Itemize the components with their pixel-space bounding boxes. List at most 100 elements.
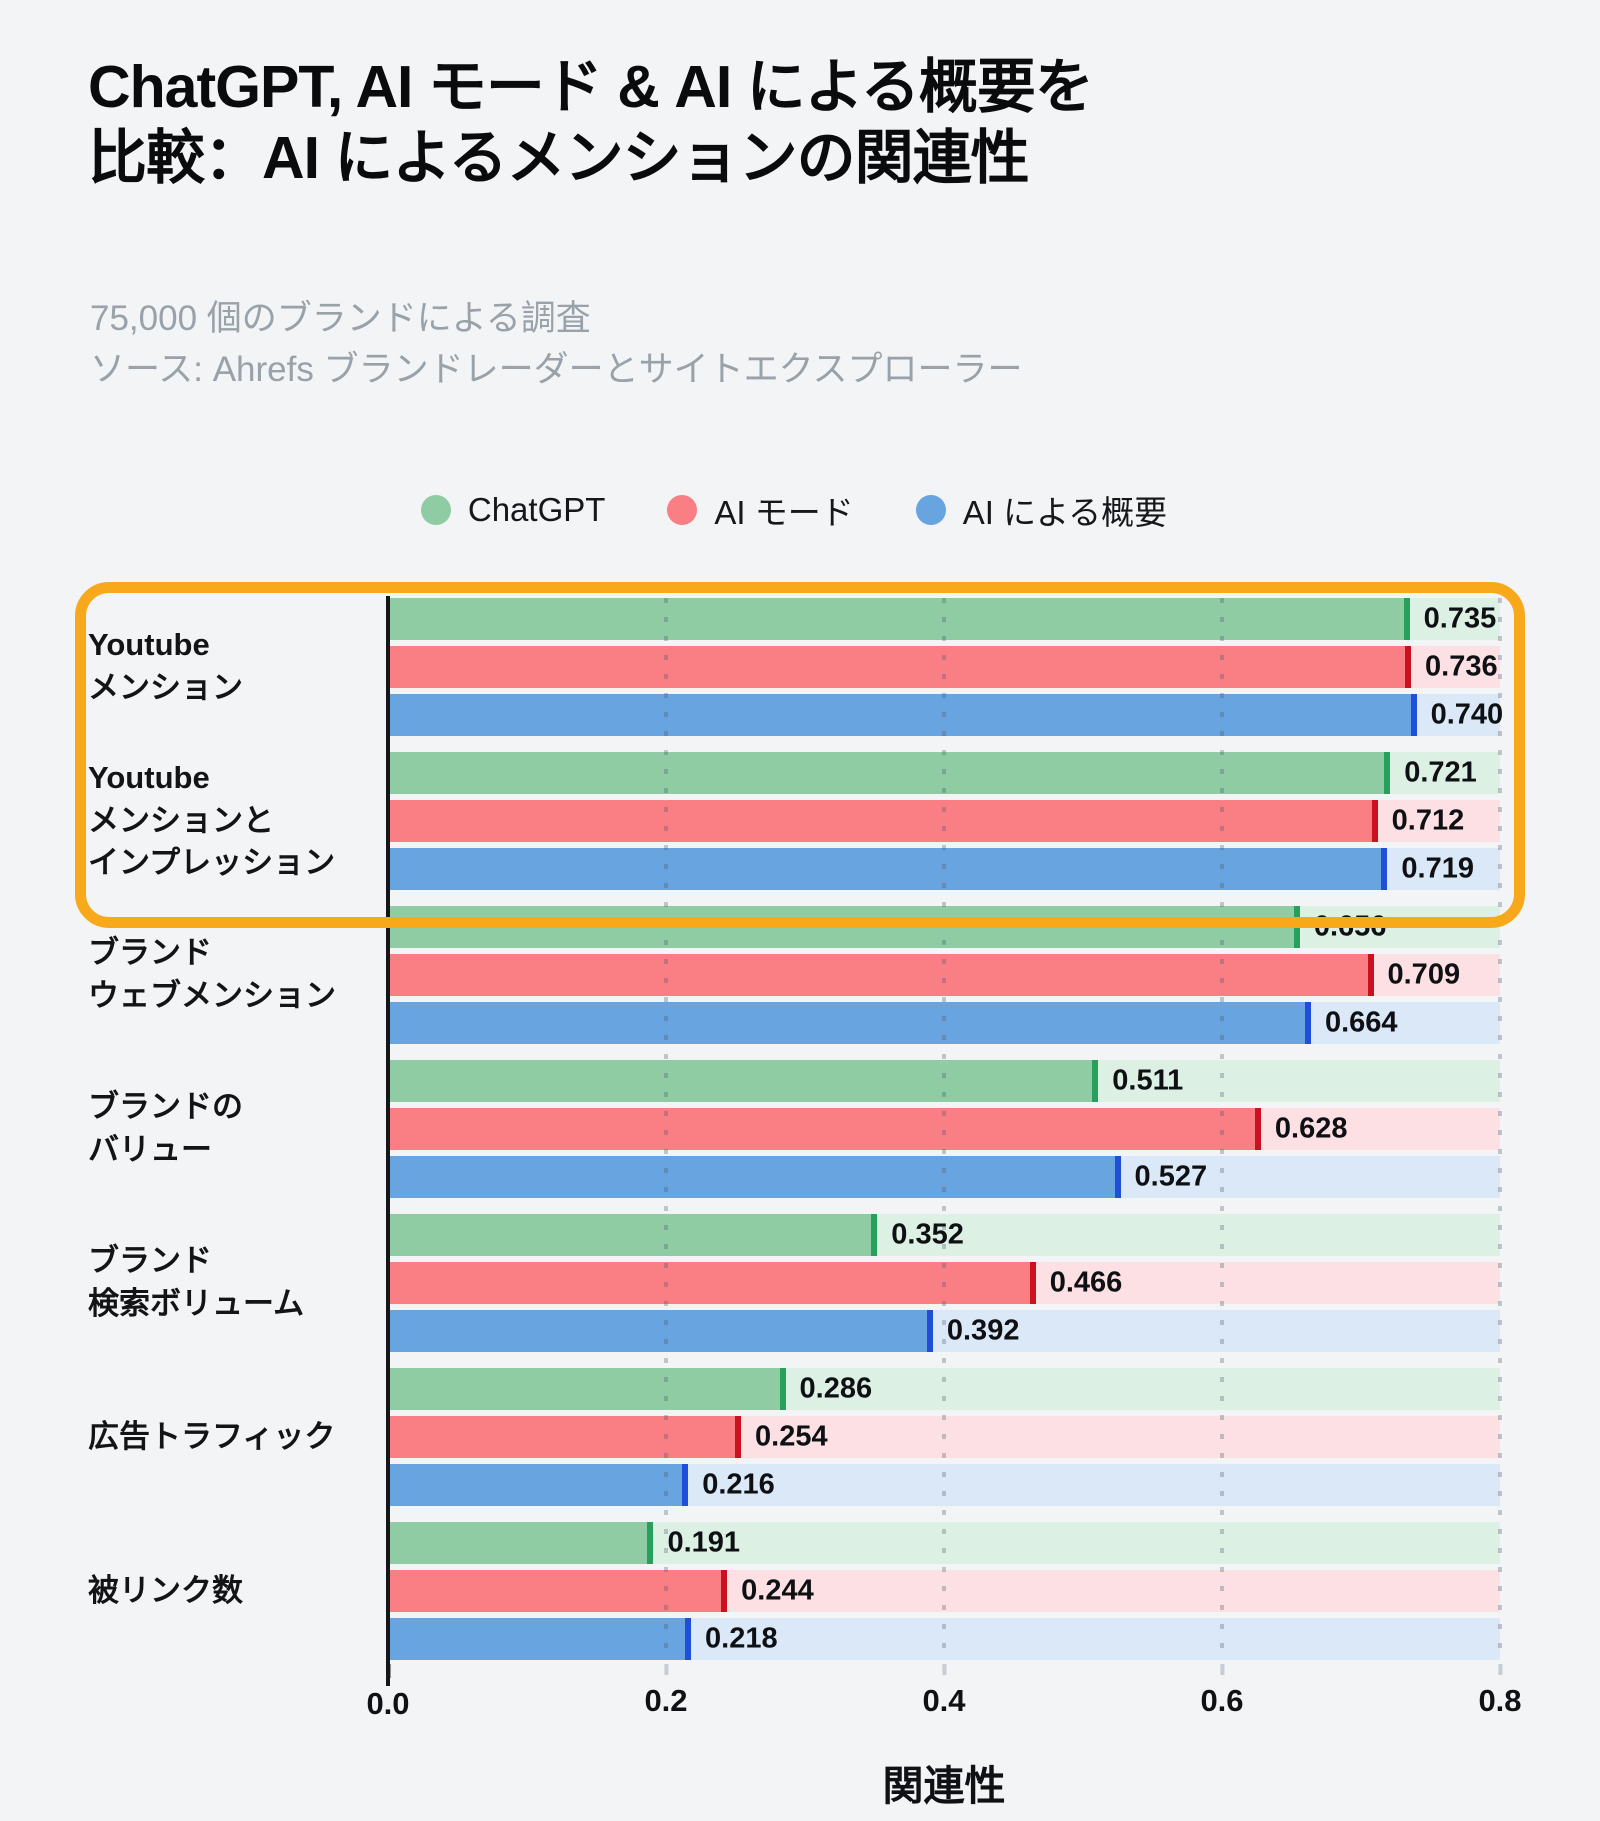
bar-endcap [871,1214,878,1256]
bar-value-label: 0.466 [1049,1266,1123,1299]
x-axis-label: 関連性 [882,1763,1006,1809]
bar-endcap [1304,1002,1311,1044]
bar-value-label: 0.735 [1423,602,1497,635]
x-tick: 0.4 [922,1664,966,1719]
bar-endcap [779,1368,786,1410]
bar-value-label: 0.712 [1391,804,1465,837]
category-label: ブランド 検索ボリューム [88,1243,305,1321]
bar-track: 0.218 [388,1618,1500,1660]
bar-endcap [1405,646,1412,688]
bar-track: 0.216 [388,1464,1500,1506]
bar-track: 0.709 [388,954,1500,996]
bar-fill [388,646,1412,688]
category-label: 広告トラフィック [88,1418,336,1454]
category-bars: 0.721 0.712 0.719 [388,752,1500,890]
y-axis-line [386,596,390,1686]
bar-endcap [1371,800,1378,842]
bar-endcap [682,1464,689,1506]
bar-groups: Youtube メンション 0.735 0.736 0.740 Youtube メンショ… [88,598,1503,1660]
x-tick: 0.8 [1478,1664,1522,1719]
legend-item: ChatGPT [420,491,606,529]
bar-value-label: 0.511 [1112,1064,1184,1097]
x-tick-label: 0.4 [922,1683,966,1718]
bar-value-label: 0.191 [667,1526,741,1559]
bar-fill [388,1262,1036,1304]
x-tick-label: 0.6 [1200,1683,1244,1718]
bar-endcap [735,1416,742,1458]
bar-value-label: 0.527 [1134,1160,1208,1193]
bar-track: 0.740 [388,694,1503,736]
legend-item: AI による概要 [915,486,1168,534]
plot-area: Youtube メンション 0.735 0.736 0.740 Youtube メンショ… [75,582,1525,1809]
bar-fill [388,954,1374,996]
category-group: Youtube メンションと インプレッション 0.721 0.712 0.719 [88,752,1500,890]
legend-dot-icon [420,495,451,525]
bar-endcap [647,1522,654,1564]
bar-value-label: 0.286 [799,1372,873,1405]
bar-value-label: 0.719 [1401,852,1474,885]
x-tick-mark [1497,1664,1502,1675]
category-label: ブランドの バリュー [88,1089,243,1167]
category-group: ブランド 検索ボリューム 0.352 0.466 0.392 [88,1214,1500,1352]
bar-fill [388,1156,1121,1198]
category-group: 広告トラフィック 0.286 0.254 0.216 [88,1368,1500,1506]
bar-value-label: 0.736 [1425,650,1498,683]
x-tick-mark [941,1664,946,1675]
bar-endcap [1384,752,1391,794]
chart-subtitle: 75,000 個のブランドによる調査 ソース: Ahrefs ブランドレーダーと… [90,294,1023,396]
category-group: ブランド ウェブメンション 0.656 0.709 0.664 [88,906,1500,1044]
bar-value-label: 0.656 [1313,910,1387,943]
bar-value-label: 0.628 [1274,1112,1348,1145]
bar-fill [388,1060,1099,1102]
category-bars: 0.511 0.628 0.527 [388,1060,1500,1198]
bar-fill [388,848,1388,890]
bar-value-label: 0.709 [1387,958,1461,991]
x-tick: 0.0 [366,1664,410,1722]
bar-track: 0.511 [388,1060,1500,1102]
subtitle-source: ソース: Ahrefs ブランドレーダーとサイトエクスプローラー [90,349,1023,389]
bar-endcap [1403,598,1410,640]
category-bars: 0.286 0.254 0.216 [388,1368,1500,1506]
legend-dot-icon [915,495,946,525]
category-label: Youtube メンション [88,627,243,705]
legend-label: AI モード [714,494,854,531]
bar-fill [388,694,1417,736]
bar-endcap [1381,848,1388,890]
category-group: 被リンク数 0.191 0.244 0.218 [88,1522,1500,1660]
legend-item: AI モード [667,486,854,534]
bar-track: 0.352 [388,1214,1500,1256]
bar-value-label: 0.352 [891,1218,964,1251]
bar-endcap [1410,694,1417,736]
x-tick-mark [663,1664,668,1675]
bar-track: 0.392 [388,1310,1500,1352]
bar-track: 0.254 [388,1416,1500,1458]
bar-track: 0.735 [388,598,1500,640]
bar-track: 0.656 [388,906,1500,948]
bar-fill [388,800,1378,842]
bar-fill [388,1522,654,1564]
bar-endcap [1254,1108,1261,1150]
bar-fill [388,1464,689,1506]
bar-endcap [721,1570,728,1612]
bar-fill [388,598,1410,640]
category-bars: 0.352 0.466 0.392 [388,1214,1500,1352]
bar-fill [388,1108,1261,1150]
bar-fill [388,1368,786,1410]
bar-track: 0.244 [388,1570,1500,1612]
category-bars: 0.191 0.244 0.218 [388,1522,1500,1660]
legend-label: ChatGPT [467,491,606,528]
bar-track: 0.628 [388,1108,1500,1150]
bar-value-label: 0.392 [946,1314,1020,1347]
bar-endcap [1029,1262,1036,1304]
bar-fill [388,1570,728,1612]
bar-track: 0.466 [388,1262,1500,1304]
category-bars: 0.656 0.709 0.664 [388,906,1500,1044]
bar-fill [388,1618,692,1660]
x-axis: 0.0 0.2 0.4 0.6 0.8 [366,1660,1522,1730]
category-label: Youtube メンションと インプレッション [88,759,336,881]
bar-endcap [685,1618,692,1660]
bar-track: 0.527 [388,1156,1500,1198]
x-tick: 0.2 [644,1664,688,1719]
legend-label: AI による概要 [962,494,1168,531]
